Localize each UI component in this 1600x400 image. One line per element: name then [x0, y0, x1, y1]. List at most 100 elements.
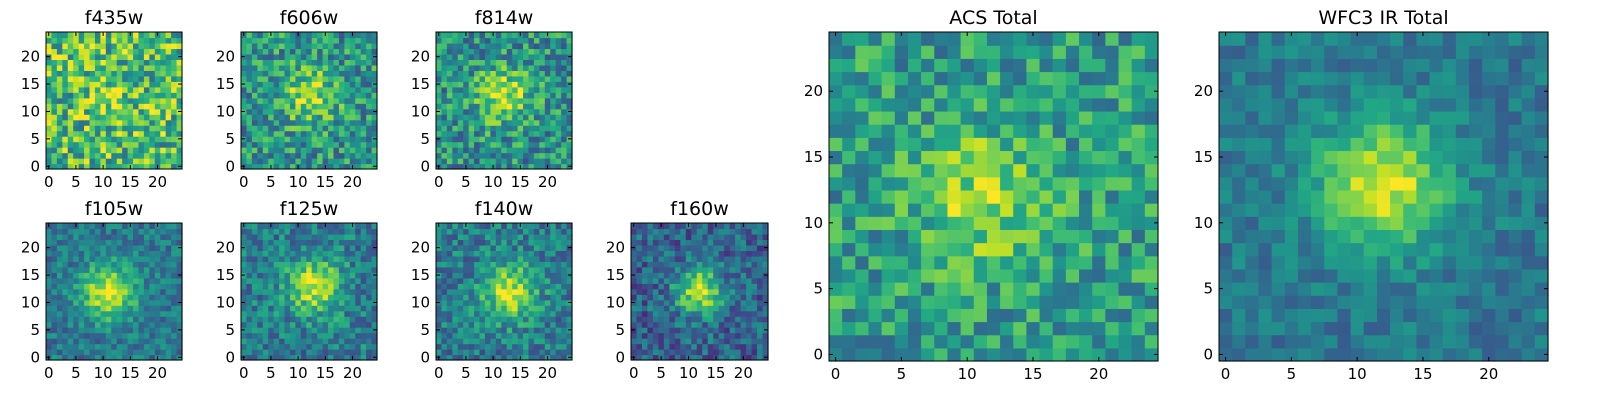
- heatmap-cell: [757, 288, 764, 295]
- heatmap-cell: [94, 147, 101, 154]
- heatmap-cell: [436, 310, 443, 317]
- heatmap-cell: [1131, 268, 1146, 283]
- heatmap-cell: [268, 294, 275, 301]
- heatmap-cell: [436, 250, 443, 257]
- heatmap-cell: [702, 310, 709, 317]
- heatmap-cell: [523, 343, 530, 350]
- heatmap-cell: [669, 223, 676, 230]
- heatmap-cell: [921, 216, 935, 230]
- heatmap-cell: [641, 338, 649, 345]
- heatmap-cell: [729, 343, 736, 350]
- heatmap-cell: [143, 53, 150, 60]
- heatmap-cell: [528, 147, 535, 154]
- heatmap-cell: [300, 233, 307, 241]
- heatmap-cell: [62, 321, 69, 328]
- heatmap-cell: [550, 299, 557, 306]
- heatmap-cell: [73, 147, 80, 154]
- heatmap-cell: [317, 283, 324, 290]
- heatmap-cell: [501, 108, 508, 115]
- heatmap-cell: [279, 294, 286, 301]
- heatmap-cell: [495, 86, 502, 93]
- heatmap-cell: [165, 152, 172, 159]
- heatmap-cell: [251, 141, 258, 148]
- heatmap-cell: [338, 327, 345, 334]
- heatmap-cell: [555, 64, 562, 71]
- heatmap-cell: [495, 305, 502, 312]
- heatmap-cell: [257, 321, 264, 328]
- heatmap-cell: [544, 125, 551, 132]
- heatmap-cell: [674, 321, 681, 328]
- heatmap-cell: [691, 255, 698, 262]
- heatmap-cell: [241, 239, 248, 246]
- heatmap-cell: [295, 338, 302, 345]
- heatmap-cell: [138, 299, 145, 306]
- heatmap-cell: [566, 48, 573, 55]
- heatmap-cell: [855, 334, 870, 349]
- heatmap-cell: [116, 343, 123, 350]
- heatmap-cell: [349, 349, 356, 356]
- heatmap-cell: [251, 299, 258, 306]
- heatmap-cell: [501, 48, 508, 55]
- heatmap-cell: [328, 244, 335, 251]
- heatmap-cell: [289, 48, 296, 55]
- heatmap-cell: [718, 338, 725, 345]
- heatmap-cell: [111, 136, 118, 143]
- heatmap-cell: [289, 272, 296, 279]
- heatmap-cell: [355, 305, 362, 312]
- heatmap-cell: [1039, 347, 1054, 362]
- heatmap-cell: [67, 42, 74, 50]
- heatmap-cell: [317, 338, 324, 345]
- heatmap-cell: [306, 114, 313, 121]
- heatmap-cell: [257, 349, 264, 356]
- heatmap-cell: [523, 75, 530, 82]
- x-tick-label: 20: [148, 173, 167, 191]
- heatmap-cell: [436, 266, 443, 273]
- heatmap-cell: [171, 332, 178, 339]
- heatmap-cell: [881, 242, 896, 257]
- heatmap-cell: [1144, 163, 1159, 178]
- heatmap-cell: [484, 244, 491, 251]
- heatmap-cell: [555, 255, 562, 262]
- heatmap-cell: [311, 283, 318, 290]
- heatmap-cell: [67, 147, 74, 154]
- heatmap-cell: [289, 152, 296, 159]
- heatmap-cell: [284, 250, 291, 257]
- heatmap-cell: [1000, 347, 1014, 362]
- heatmap-cell: [105, 255, 112, 262]
- y-tick-label: 0: [225, 157, 235, 175]
- heatmap-cell: [46, 332, 53, 339]
- heatmap-cell: [73, 75, 80, 82]
- heatmap-cell: [51, 158, 58, 165]
- heatmap-cell: [762, 343, 769, 350]
- heatmap-cell: [960, 203, 975, 217]
- heatmap-cell: [317, 310, 324, 317]
- heatmap-cell: [674, 233, 681, 241]
- heatmap-cell: [284, 316, 291, 323]
- heatmap-cell: [441, 75, 448, 82]
- heatmap-cell: [561, 152, 568, 159]
- heatmap-cell: [566, 114, 573, 121]
- heatmap-cell: [133, 152, 140, 159]
- heatmap-cell: [1144, 176, 1159, 191]
- heatmap-cell: [78, 272, 85, 279]
- heatmap-cell: [322, 147, 329, 154]
- heatmap-cell: [171, 244, 178, 251]
- heatmap-cell: [176, 233, 183, 241]
- heatmap-cell: [257, 239, 264, 246]
- heatmap-cell: [468, 32, 475, 39]
- heatmap-cell: [241, 277, 248, 284]
- heatmap-cell: [268, 70, 275, 77]
- heatmap-cell: [1105, 308, 1120, 323]
- heatmap-cell: [295, 250, 302, 257]
- heatmap-cell: [251, 64, 258, 71]
- heatmap-cell: [165, 299, 172, 306]
- heatmap-cell: [105, 272, 112, 279]
- heatmap-cell: [550, 158, 557, 165]
- heatmap-cell: [446, 86, 453, 93]
- heatmap-cell: [457, 103, 464, 110]
- heatmap-cell: [171, 81, 178, 88]
- heatmap-cell: [474, 125, 481, 132]
- heatmap-cell: [133, 42, 140, 50]
- heatmap-cell: [484, 108, 491, 115]
- heatmap-cell: [322, 283, 329, 290]
